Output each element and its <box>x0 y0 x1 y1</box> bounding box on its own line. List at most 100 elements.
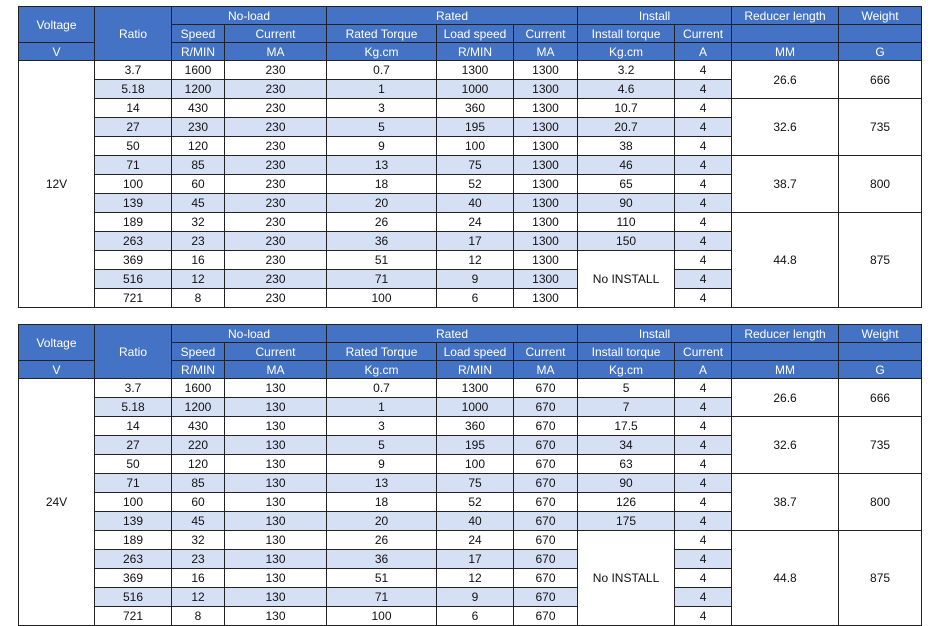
install-torque-cell: 3.2 <box>577 60 676 80</box>
speed-cell: 1200 <box>171 79 225 99</box>
header-length-spacer <box>731 342 840 361</box>
torque-cell: 26 <box>326 530 437 550</box>
header-ratio: Ratio <box>94 6 172 61</box>
ratio-cell: 139 <box>94 511 172 531</box>
header-voltage: Voltage <box>18 6 95 43</box>
ratio-cell: 5.18 <box>94 397 172 417</box>
load-speed-cell: 12 <box>436 250 514 270</box>
rated-current-cell: 670 <box>512 416 579 436</box>
rated-current-cell: 1300 <box>512 155 579 175</box>
install-current-cell: 4 <box>674 530 733 550</box>
rated-current-cell: 1300 <box>512 79 579 99</box>
rated-current-cell: 1300 <box>512 98 579 118</box>
ratio-cell: 189 <box>94 212 172 232</box>
ratio-cell: 71 <box>94 473 172 493</box>
rated-current-cell: 670 <box>512 492 579 512</box>
install-current-cell: 4 <box>674 231 733 251</box>
unit-install-torque: Kg.cm <box>577 360 676 379</box>
weight-cell: 875 <box>838 530 923 626</box>
load-speed-cell: 24 <box>436 530 514 550</box>
torque-cell: 9 <box>326 136 437 156</box>
rated-current-cell: 670 <box>512 606 579 626</box>
rated-current-cell: 670 <box>512 397 579 417</box>
torque-cell: 3 <box>326 416 437 436</box>
length-cell: 38.7 <box>731 155 840 213</box>
current-cell: 130 <box>224 568 327 588</box>
header-voltage: Voltage <box>18 324 95 361</box>
install-torque-cell: 63 <box>577 454 676 474</box>
unit-current: MA <box>224 42 327 61</box>
load-speed-cell: 17 <box>436 231 514 251</box>
install-current-cell: 4 <box>674 473 733 493</box>
no-install-cell: No INSTALL <box>577 250 676 308</box>
rated-current-cell: 1300 <box>512 288 579 308</box>
rated-current-cell: 670 <box>512 587 579 607</box>
table-row: 263 23 230 36 17 1300 150 4 <box>19 231 922 251</box>
rated-current-cell: 1300 <box>512 269 579 289</box>
ratio-cell: 50 <box>94 136 172 156</box>
torque-cell: 13 <box>326 155 437 175</box>
torque-cell: 1 <box>326 79 437 99</box>
length-cell: 38.7 <box>731 473 840 531</box>
length-cell: 44.8 <box>731 530 840 626</box>
install-torque-cell: 90 <box>577 473 676 493</box>
header-install-torque: Install torque <box>577 342 676 361</box>
torque-cell: 71 <box>326 587 437 607</box>
table-row: 14 430 230 3 360 1300 10.7 4 32.6 735 <box>19 98 923 156</box>
install-current-cell: 4 <box>674 606 733 626</box>
weight-cell: 800 <box>838 155 923 213</box>
voltage-cell: 24V <box>18 378 95 626</box>
voltage-cell: 12V <box>18 60 95 308</box>
weight-cell: 735 <box>838 416 923 474</box>
header-current: Current <box>224 342 327 361</box>
install-torque-cell: 17.5 <box>577 416 676 436</box>
table-row: 189 32 130 26 24 670 No INSTALL 4 44.8 8… <box>19 530 923 626</box>
torque-cell: 36 <box>326 231 437 251</box>
install-current-cell: 4 <box>674 136 733 156</box>
current-cell: 230 <box>224 212 327 232</box>
unit-load-speed: R/MIN <box>436 360 514 379</box>
install-current-cell: 4 <box>674 549 733 569</box>
speed-cell: 85 <box>171 155 225 175</box>
speed-cell: 1200 <box>171 397 225 417</box>
length-cell: 44.8 <box>731 212 840 308</box>
current-cell: 130 <box>224 606 327 626</box>
install-torque-cell: 5 <box>577 378 676 398</box>
header-install: Install <box>577 6 733 25</box>
weight-cell: 666 <box>838 378 923 417</box>
install-current-cell: 4 <box>674 250 733 270</box>
header-rated-torque: Rated Torque <box>326 342 437 361</box>
load-speed-cell: 195 <box>436 117 514 137</box>
unit-speed: R/MIN <box>171 42 225 61</box>
torque-cell: 51 <box>326 250 437 270</box>
ratio-cell: 721 <box>94 606 172 626</box>
table-row: 263 23 130 36 17 670 4 <box>19 549 922 569</box>
install-current-cell: 4 <box>674 454 733 474</box>
ratio-cell: 5.18 <box>94 79 172 99</box>
current-cell: 230 <box>224 60 327 80</box>
length-cell: 26.6 <box>731 60 840 99</box>
speed-cell: 85 <box>171 473 225 493</box>
load-speed-cell: 52 <box>436 492 514 512</box>
length-cell: 32.6 <box>731 416 840 474</box>
speed-cell: 220 <box>171 435 225 455</box>
load-speed-cell: 195 <box>436 435 514 455</box>
rated-current-cell: 670 <box>512 435 579 455</box>
header-rated: Rated <box>325 324 579 343</box>
rated-current-cell: 670 <box>512 511 579 531</box>
table-row: 27 220 130 5 195 670 34 4 <box>19 435 922 455</box>
unit-install-current: A <box>674 360 733 379</box>
load-speed-cell: 24 <box>436 212 514 232</box>
weight-cell: 666 <box>838 60 923 99</box>
load-speed-cell: 100 <box>436 454 514 474</box>
torque-cell: 3 <box>326 98 437 118</box>
header-weight: Weight <box>838 324 923 343</box>
ratio-cell: 100 <box>94 174 172 194</box>
ratio-cell: 369 <box>94 568 172 588</box>
install-current-cell: 4 <box>674 79 733 99</box>
unit-voltage: V <box>18 42 95 61</box>
install-torque-cell: 7 <box>577 397 676 417</box>
table-row: 516 12 130 71 9 670 4 <box>19 587 922 607</box>
current-cell: 130 <box>224 530 327 550</box>
install-current-cell: 4 <box>674 435 733 455</box>
